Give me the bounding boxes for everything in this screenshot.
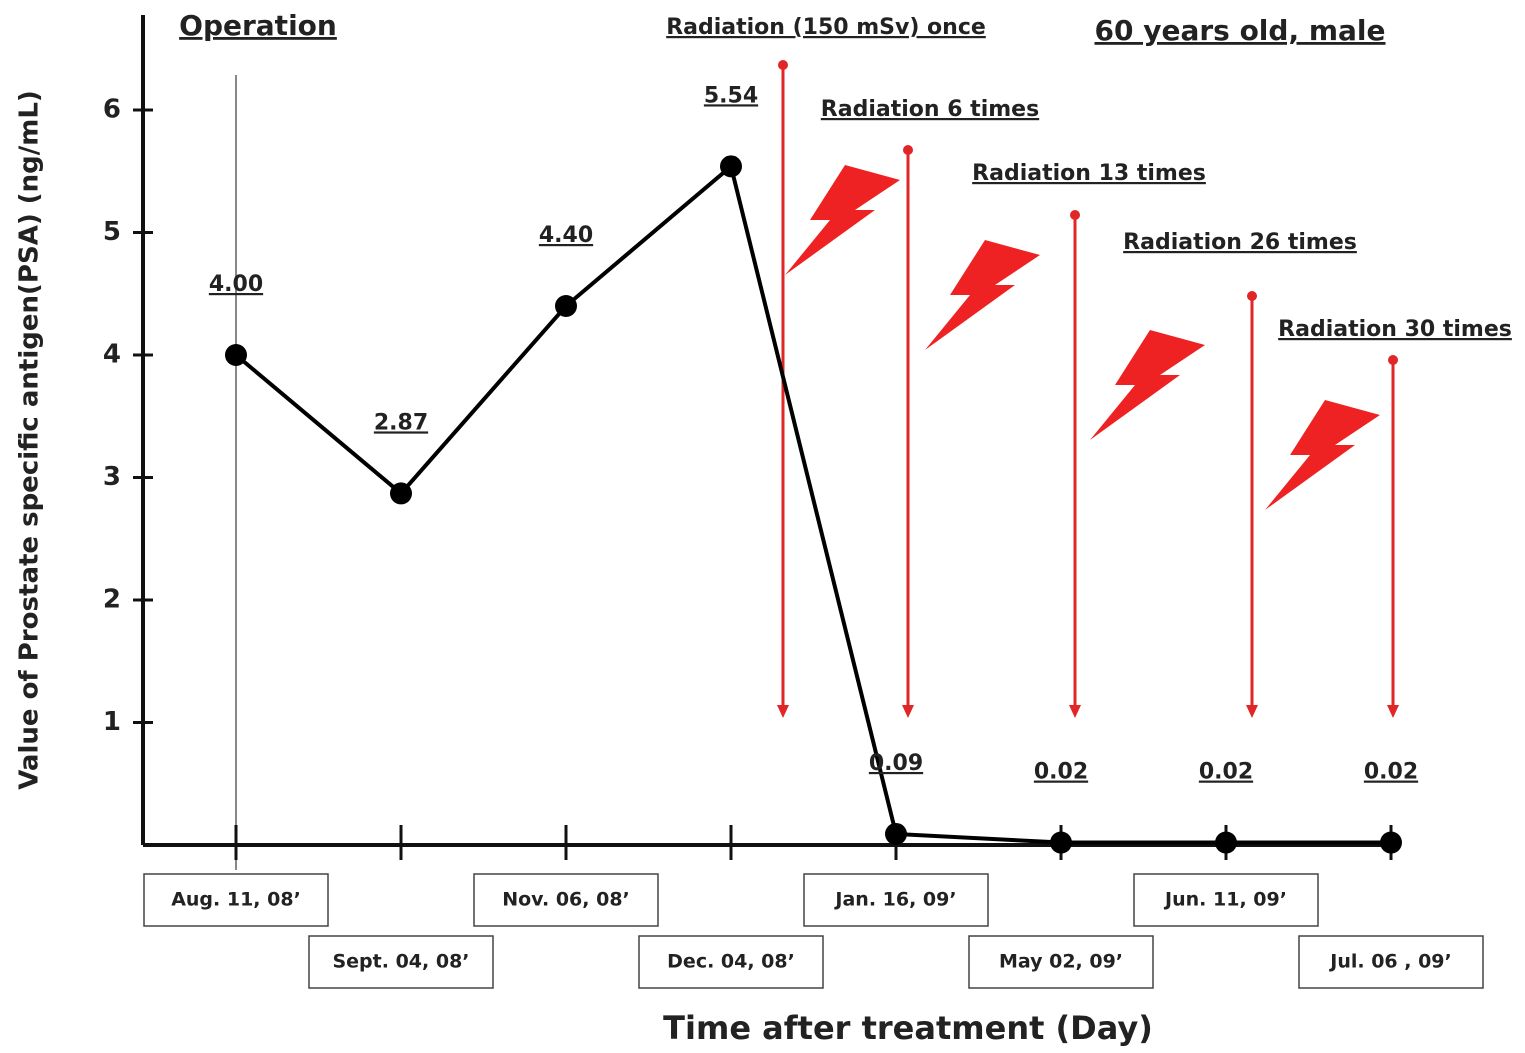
y-tick-label: 3 bbox=[103, 462, 121, 492]
x-tick-label: Jun. 11, 09’ bbox=[1163, 889, 1287, 911]
psa-point bbox=[390, 482, 412, 505]
x-tick-label: Jan. 16, 09’ bbox=[833, 889, 956, 911]
arrow-head-dot bbox=[778, 60, 788, 70]
radiation-label: Radiation 13 times bbox=[972, 161, 1206, 186]
arrow-head bbox=[777, 705, 789, 718]
psa-point bbox=[720, 155, 742, 178]
y-tick-label: 6 bbox=[103, 95, 121, 125]
psa-point bbox=[885, 822, 907, 845]
value-label: 0.02 bbox=[1034, 760, 1088, 785]
x-label-box bbox=[308, 935, 494, 989]
x-label-box bbox=[473, 873, 659, 927]
radiation-label: Radiation 6 times bbox=[821, 97, 1039, 122]
value-label: 0.02 bbox=[1199, 760, 1253, 785]
radiation-label: Radiation 30 times bbox=[1278, 317, 1512, 342]
patient-label: 60 years old, male bbox=[1095, 14, 1386, 47]
radiation-label: Radiation 26 times bbox=[1123, 230, 1357, 255]
x-tick-label: Aug. 11, 08’ bbox=[171, 889, 301, 911]
y-tick-label: 1 bbox=[103, 707, 121, 737]
arrow-head-dot bbox=[1247, 291, 1257, 301]
y-tick-label: 4 bbox=[103, 340, 121, 370]
y-tick-label: 5 bbox=[103, 217, 121, 247]
value-label: 4.00 bbox=[209, 272, 263, 297]
x-tick-label: May 02, 09’ bbox=[999, 951, 1123, 973]
arrow-head bbox=[1387, 705, 1399, 718]
arrow-head bbox=[1246, 705, 1258, 718]
arrow-head-dot bbox=[1070, 210, 1080, 220]
lightning bbox=[925, 240, 1040, 350]
psa-point bbox=[225, 344, 247, 366]
arrow-head bbox=[902, 705, 914, 718]
lightning bbox=[1090, 330, 1205, 440]
psa-point bbox=[555, 295, 577, 317]
value-label: 5.54 bbox=[704, 83, 758, 108]
value-label: 0.09 bbox=[869, 751, 923, 776]
x-tick-label: Jul. 06 , 09’ bbox=[1328, 951, 1452, 973]
arrow-head-dot bbox=[903, 145, 913, 155]
value-label: 2.87 bbox=[374, 410, 428, 435]
x-axis-title: Time after treatment (Day) bbox=[663, 1009, 1153, 1047]
x-tick-label: Sept. 04, 08’ bbox=[332, 951, 469, 973]
x-label-box bbox=[1298, 935, 1484, 989]
psa-point bbox=[1050, 831, 1072, 854]
psa-line bbox=[234, 162, 1391, 845]
lightning bbox=[785, 165, 900, 275]
operation-label: Operation bbox=[179, 9, 337, 42]
radiation-label: Radiation (150 mSv) once bbox=[666, 15, 986, 40]
value-label: 0.02 bbox=[1364, 760, 1418, 785]
x-label-box bbox=[803, 873, 989, 927]
value-label: 4.40 bbox=[539, 223, 593, 248]
x-label-box bbox=[143, 873, 329, 927]
x-label-box bbox=[1133, 873, 1319, 927]
y-axis-title: Value of Prostate specific antigen(PSA) … bbox=[15, 90, 45, 790]
lightning bbox=[1265, 400, 1380, 510]
x-label-box bbox=[968, 935, 1154, 989]
lightning-bolts bbox=[785, 165, 1380, 510]
x-label-box bbox=[638, 935, 824, 989]
x-tick-label: Nov. 06, 08’ bbox=[502, 889, 630, 911]
psa-point bbox=[1215, 831, 1237, 854]
psa-point bbox=[1380, 831, 1402, 854]
y-tick-label: 2 bbox=[103, 585, 121, 615]
arrow-head-dot bbox=[1388, 355, 1398, 365]
x-tick-label: Dec. 04, 08’ bbox=[667, 951, 795, 973]
arrow-head bbox=[1069, 705, 1081, 718]
